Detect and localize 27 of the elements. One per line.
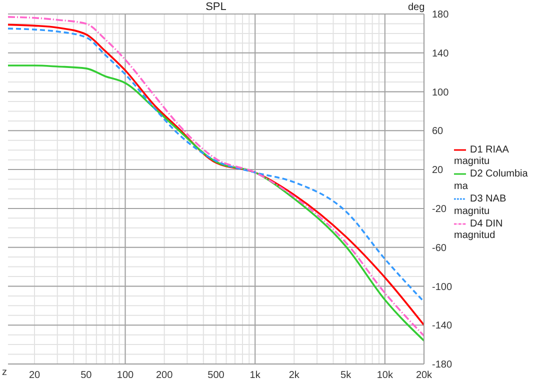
y-tick-label: -100 [432, 282, 452, 293]
legend-label: D2 Columbia ma [454, 169, 528, 192]
legend-label: D3 NAB magnitu [454, 194, 506, 217]
x-tick-label: 200 [156, 370, 174, 382]
x-tick-label: 10k [376, 370, 394, 382]
y-tick-label: -20 [432, 204, 447, 215]
y-tick-label: -60 [432, 242, 447, 254]
y-tick-label: 20 [432, 165, 444, 176]
x-tick-label: 20k [416, 370, 434, 382]
y-tick-label: 100 [432, 87, 450, 98]
legend-label: D4 DIN magnitud [454, 218, 503, 242]
x-tick-label: 1k [250, 370, 262, 382]
x-tick-label: 20 [28, 370, 40, 382]
x-tick-label: 50 [80, 370, 92, 382]
legend-label: D1 RIAA magnitu [454, 144, 508, 168]
x-axis-title: z [2, 367, 7, 378]
y-tick-label: 60 [432, 126, 444, 138]
y-tick-label: -140 [432, 320, 452, 332]
y-axis-title: deg [408, 2, 425, 13]
chart-title: SPL [206, 1, 226, 13]
x-tick-label: 2k [288, 370, 300, 382]
x-tick-label: 500 [208, 370, 225, 382]
x-tick-label: 100 [116, 370, 134, 382]
x-tick-label: 5k [340, 370, 352, 382]
y-tick-label: 180 [432, 10, 450, 21]
y-tick-label: -180 [432, 360, 452, 371]
y-tick-label: 140 [432, 48, 450, 60]
